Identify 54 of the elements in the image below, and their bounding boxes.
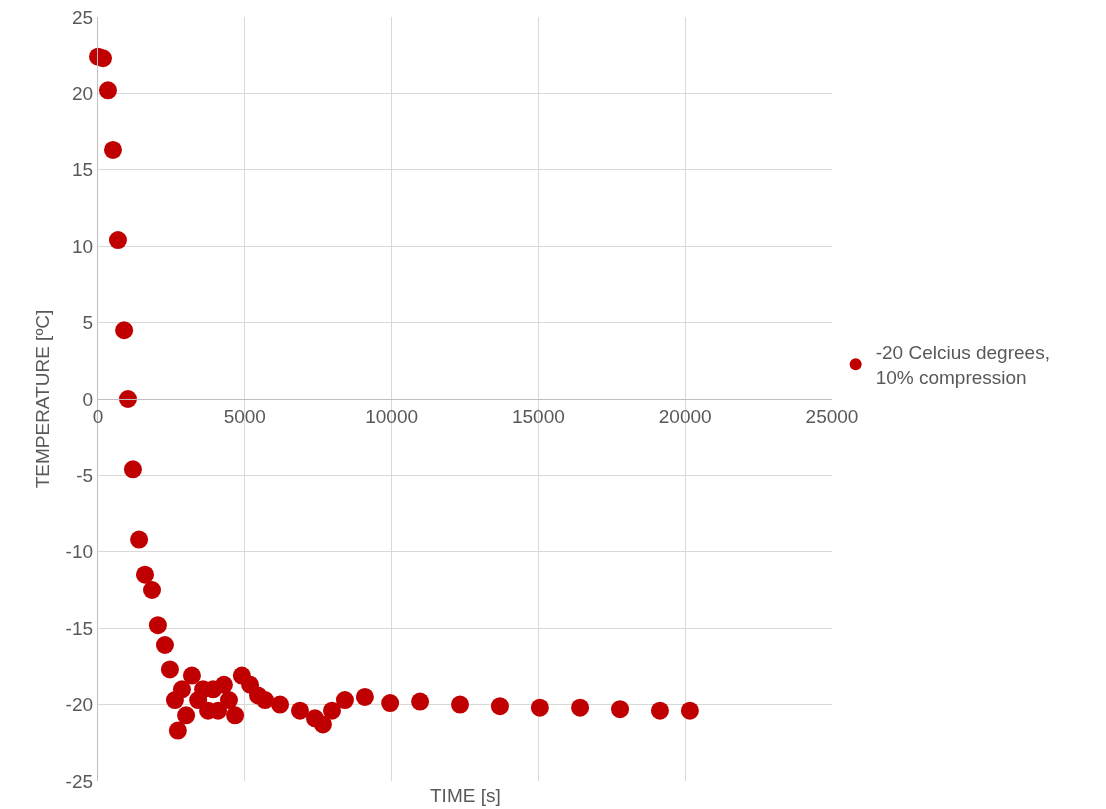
x-tick-label: 25000	[805, 405, 859, 427]
point	[148, 616, 167, 635]
y-tick-label: 25	[71, 6, 94, 28]
y-tick-label: -5	[76, 465, 94, 487]
point	[355, 687, 374, 706]
point	[335, 691, 354, 710]
y-axis-title: TEMPERATURE [ºC]	[32, 309, 54, 489]
point	[226, 706, 245, 725]
point	[103, 140, 122, 159]
point	[323, 701, 341, 720]
point	[571, 698, 590, 717]
point	[123, 460, 142, 479]
point	[313, 715, 332, 734]
x-tick-label: 10000	[365, 405, 419, 427]
point	[271, 695, 290, 714]
point	[177, 706, 196, 725]
y-tick-label: -10	[65, 541, 94, 563]
point	[115, 321, 134, 340]
y-tick-label: 10	[71, 235, 94, 257]
x-axis-title: TIME [s]	[430, 785, 501, 806]
point	[172, 680, 191, 699]
x-tick-label: 20000	[658, 405, 712, 427]
point	[381, 694, 400, 713]
legend-label: -20 Celcius degrees, 10% compression	[875, 342, 1050, 389]
x-tick-label: 5000	[223, 405, 266, 427]
point	[168, 721, 187, 740]
point	[256, 691, 275, 710]
point	[182, 666, 201, 685]
point	[291, 701, 309, 720]
point	[214, 675, 233, 694]
point	[451, 695, 470, 714]
point	[490, 697, 509, 716]
y-tick-label: 20	[71, 83, 94, 105]
x-tick-label: 15000	[511, 405, 565, 427]
point	[130, 530, 149, 549]
point	[411, 692, 430, 711]
point	[118, 390, 137, 408]
point	[135, 565, 154, 584]
point	[98, 81, 117, 100]
y-tick-label: 0	[82, 388, 94, 410]
y-tick-label: 15	[71, 159, 94, 181]
point	[160, 660, 179, 679]
point	[611, 700, 630, 719]
y-tick-label: 5	[82, 312, 94, 334]
point	[530, 698, 549, 717]
point	[650, 701, 669, 720]
point	[108, 231, 127, 250]
point	[219, 691, 238, 710]
point	[680, 701, 699, 720]
y-tick-label: -20	[65, 694, 94, 716]
point	[155, 636, 174, 654]
y-tick-label: -15	[65, 617, 94, 639]
point	[143, 581, 162, 599]
y-tick-label: -25	[65, 770, 94, 792]
